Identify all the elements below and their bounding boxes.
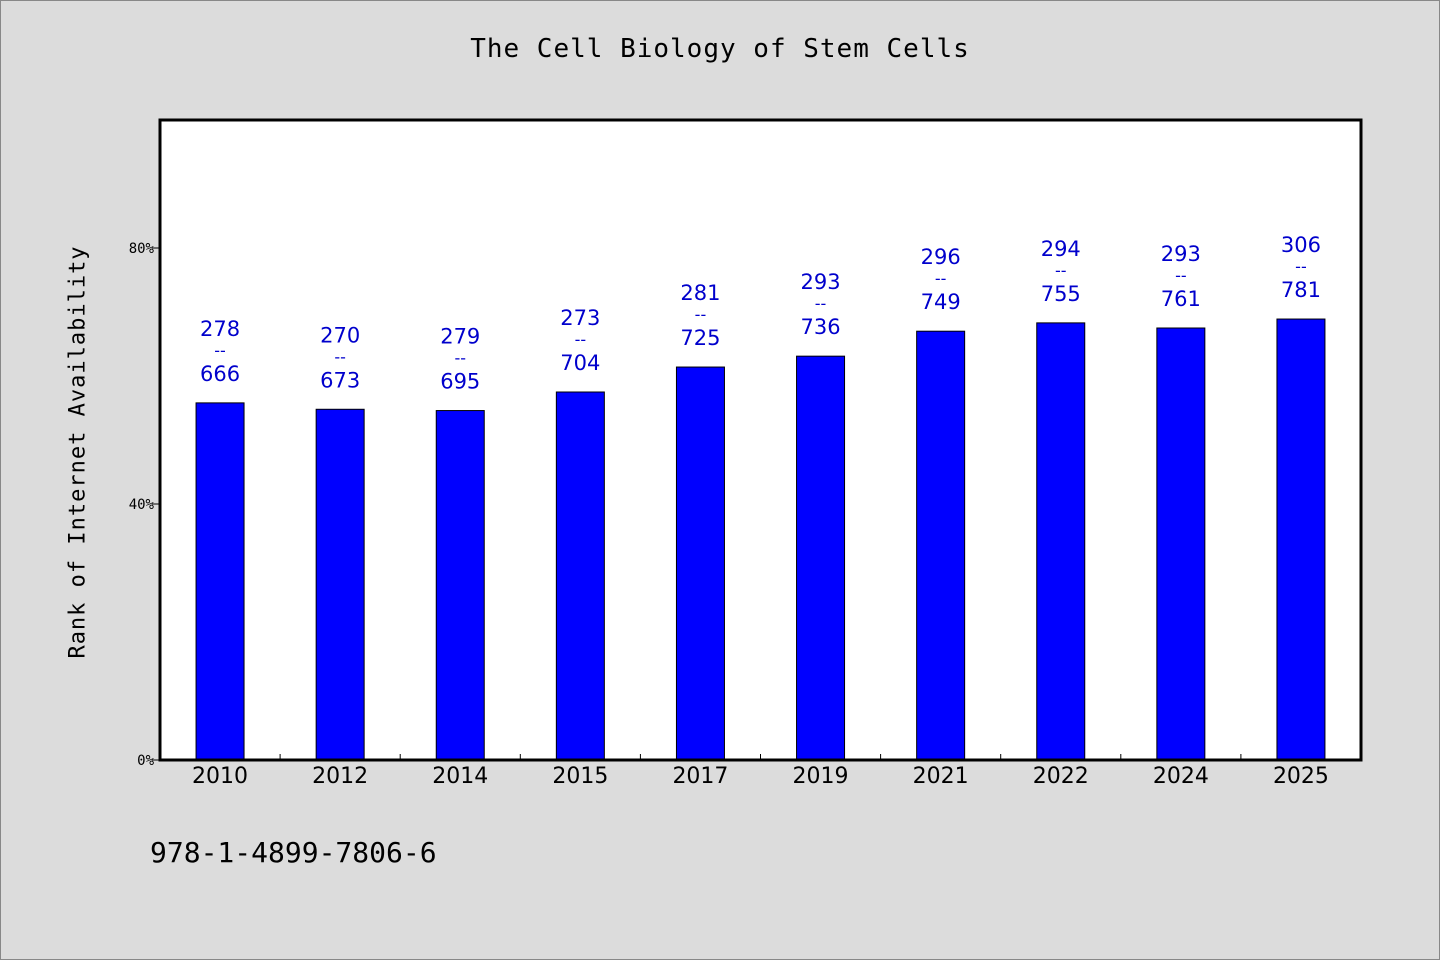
x-tick-label: 2019 [793, 764, 849, 789]
bar [435, 410, 485, 761]
x-tick-label: 2025 [1273, 764, 1329, 789]
bar [195, 402, 245, 761]
data-label-separator: -- [815, 294, 827, 313]
data-label-separator: -- [1175, 266, 1187, 285]
bar [555, 391, 605, 761]
data-label-separator: -- [454, 349, 466, 368]
x-tick-label: 2021 [913, 764, 969, 789]
data-label-separator: -- [214, 341, 226, 360]
data-label-bottom: 761 [1161, 287, 1201, 311]
data-label-separator: -- [935, 269, 947, 288]
plot-frame [158, 118, 1363, 762]
data-label-bottom: 781 [1281, 278, 1321, 302]
data-label-separator: -- [575, 330, 587, 349]
data-label-top: 293 [801, 270, 841, 294]
bar [1276, 318, 1326, 761]
data-label-bottom: 749 [921, 290, 961, 314]
isbn-text: 978-1-4899-7806-6 [150, 836, 437, 869]
y-tick-label: 80% [129, 241, 155, 257]
x-tick-label: 2010 [192, 764, 248, 789]
data-label-bottom: 755 [1041, 282, 1081, 306]
x-tick-label: 2014 [432, 764, 488, 789]
data-label-top: 279 [440, 325, 480, 349]
data-label-top: 281 [680, 281, 720, 305]
data-label-top: 270 [320, 323, 360, 347]
bar [796, 355, 846, 761]
chart-title: The Cell Biology of Stem Cells [470, 34, 970, 64]
x-tick-label: 2012 [312, 764, 368, 789]
x-tick-label: 2015 [552, 764, 608, 789]
data-label-bottom: 725 [680, 326, 720, 350]
bar [315, 408, 365, 761]
x-tick-label: 2017 [672, 764, 728, 789]
bar [1036, 322, 1086, 761]
data-label-top: 278 [200, 317, 240, 341]
data-label-top: 296 [921, 245, 961, 269]
data-label-separator: -- [1055, 261, 1067, 280]
y-tick-label: 0% [137, 753, 154, 769]
data-label-top: 273 [560, 306, 600, 330]
data-label-bottom: 736 [801, 315, 841, 339]
data-label-top: 293 [1161, 242, 1201, 266]
data-label-separator: -- [334, 347, 346, 366]
data-label-top: 306 [1281, 233, 1321, 257]
x-tick-label: 2024 [1153, 764, 1209, 789]
data-label-top: 294 [1041, 237, 1081, 261]
bar [916, 330, 966, 761]
bar [1156, 327, 1206, 761]
data-label-bottom: 666 [200, 362, 240, 386]
data-label-separator: -- [695, 305, 707, 324]
data-label-separator: -- [1295, 257, 1307, 276]
data-label-bottom: 704 [560, 351, 600, 375]
x-tick-label: 2022 [1033, 764, 1089, 789]
data-label-bottom: 673 [320, 368, 360, 392]
bar [675, 366, 725, 761]
y-tick-label: 40% [129, 497, 155, 513]
data-label-bottom: 695 [440, 370, 480, 394]
